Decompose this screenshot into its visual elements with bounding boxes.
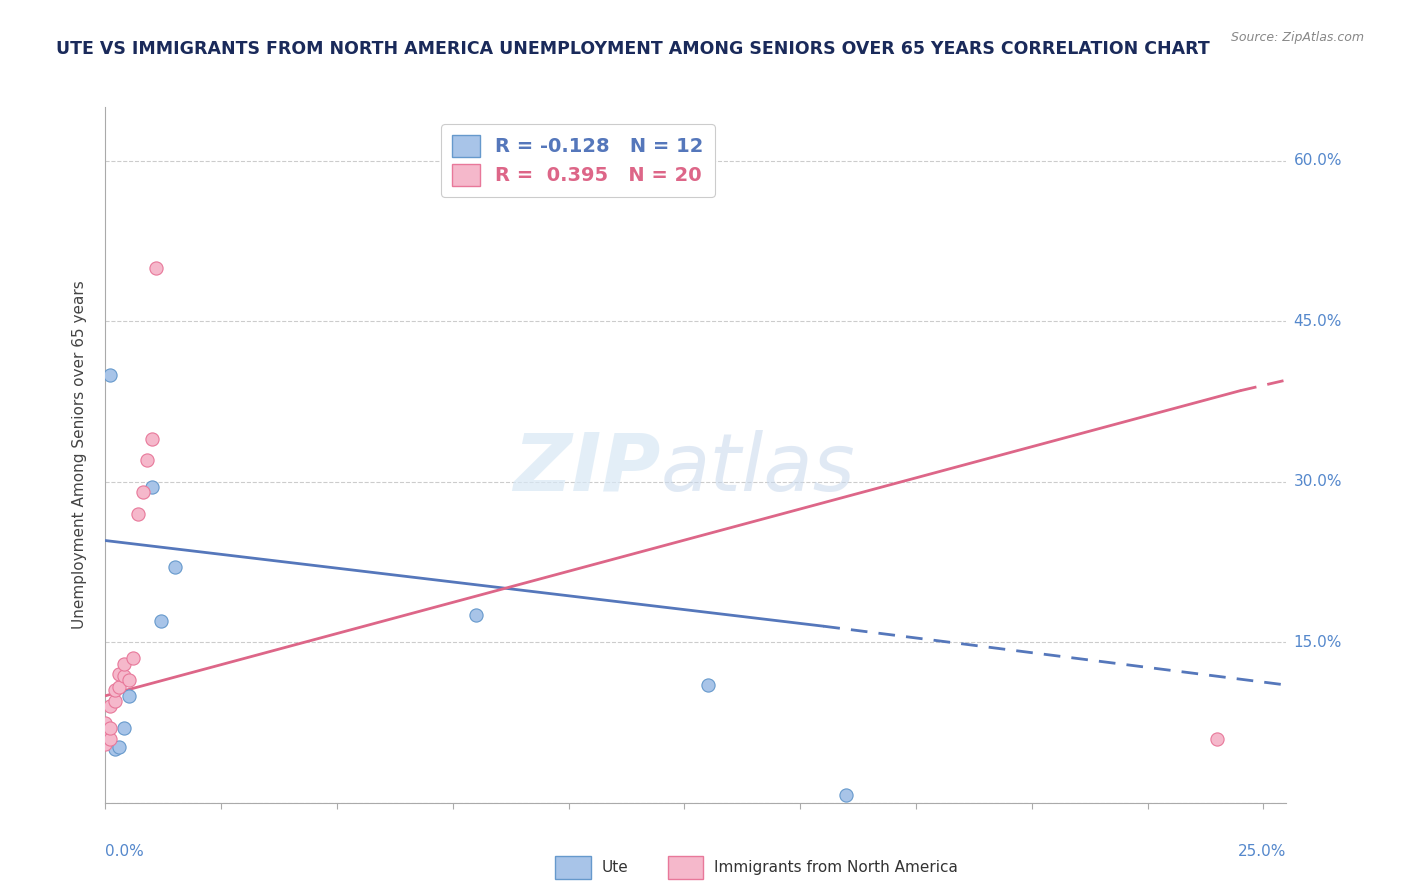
Point	[108, 667, 131, 681]
Point	[104, 742, 127, 756]
Point	[98, 721, 121, 735]
Point	[131, 485, 153, 500]
Point	[98, 368, 121, 382]
Point	[94, 737, 117, 751]
Point	[122, 651, 145, 665]
Text: ZIP: ZIP	[513, 430, 661, 508]
Point	[94, 721, 117, 735]
Legend: R = -0.128   N = 12, R =  0.395   N = 20: R = -0.128 N = 12, R = 0.395 N = 20	[440, 124, 716, 197]
Text: UTE VS IMMIGRANTS FROM NORTH AMERICA UNEMPLOYMENT AMONG SENIORS OVER 65 YEARS CO: UTE VS IMMIGRANTS FROM NORTH AMERICA UNE…	[56, 40, 1211, 58]
Point	[465, 608, 488, 623]
Point	[696, 678, 718, 692]
Point	[108, 680, 131, 694]
Text: 25.0%: 25.0%	[1239, 845, 1286, 859]
Point	[835, 789, 858, 803]
Point	[112, 669, 135, 683]
Text: 0.0%: 0.0%	[105, 845, 145, 859]
Text: 45.0%: 45.0%	[1294, 314, 1341, 328]
Point	[136, 453, 159, 467]
Point	[104, 694, 127, 708]
Point	[163, 560, 186, 574]
Point	[94, 726, 117, 740]
Point	[145, 260, 167, 275]
Point	[117, 689, 139, 703]
Y-axis label: Unemployment Among Seniors over 65 years: Unemployment Among Seniors over 65 years	[72, 281, 87, 629]
Text: Source: ZipAtlas.com: Source: ZipAtlas.com	[1230, 31, 1364, 45]
Point	[98, 699, 121, 714]
Text: 30.0%: 30.0%	[1294, 475, 1341, 489]
Text: 60.0%: 60.0%	[1294, 153, 1341, 168]
Point	[112, 657, 135, 671]
Text: 15.0%: 15.0%	[1294, 635, 1341, 649]
Text: atlas: atlas	[661, 430, 855, 508]
Point	[117, 673, 139, 687]
Point	[94, 715, 117, 730]
Point	[1206, 731, 1229, 746]
Point	[104, 683, 127, 698]
Point	[150, 614, 173, 628]
Point	[141, 480, 163, 494]
Point	[112, 721, 135, 735]
Text: Ute: Ute	[602, 860, 628, 875]
Text: Immigrants from North America: Immigrants from North America	[714, 860, 957, 875]
Point	[98, 731, 121, 746]
Point	[127, 507, 149, 521]
Point	[108, 740, 131, 755]
Point	[141, 432, 163, 446]
